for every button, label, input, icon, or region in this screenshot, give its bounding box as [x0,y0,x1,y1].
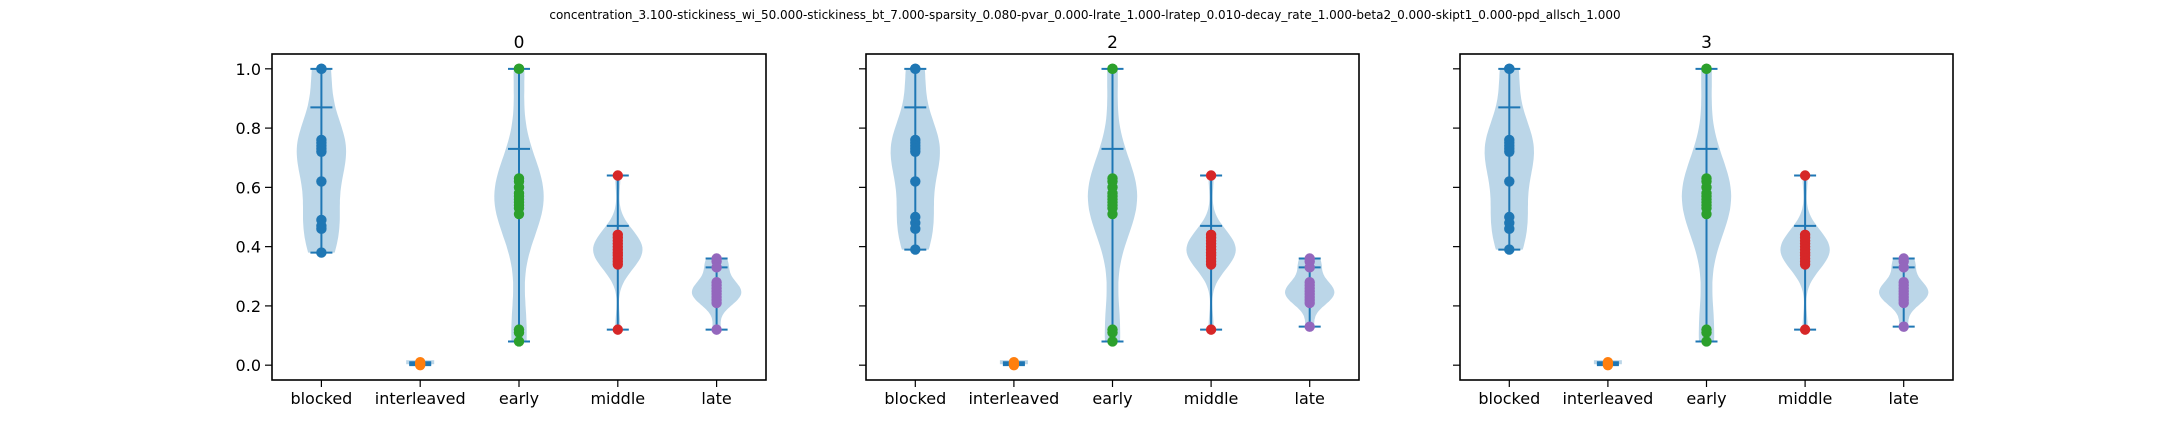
data-point-middle [1205,324,1217,335]
x-tick-label: late [1295,389,1325,408]
data-point-late [1304,262,1315,273]
x-tick-label: blocked [884,389,946,408]
chart-panel-3: 3 blocked interleaved early middle late [1453,33,1954,408]
panel-title: 2 [1107,33,1118,53]
x-tick-label: blocked [1478,389,1540,408]
x-tick-label: middle [590,389,645,408]
data-point-blocked [316,146,327,157]
data-point-late [1898,297,1909,309]
chart-panel-0: 0 0.0 0.2 0.4 0.6 0.8 1.0 blocked interleaved ear… [236,33,767,408]
data-point-interleaved [415,357,426,368]
data-point-late [1898,321,1909,332]
data-point-blocked [910,176,921,187]
data-point-early [513,327,525,338]
y-tick-label: 1.0 [236,60,261,79]
data-point-blocked [910,146,921,157]
y-tick-label: 0.8 [236,119,261,138]
chart-panel-2: 2 blocked interleaved early middle late [859,33,1360,408]
data-point-early [1701,208,1712,220]
x-tick-label: early [499,389,539,408]
x-tick-label: interleaved [375,389,466,408]
x-tick-label: interleaved [1562,389,1653,408]
data-point-early [1701,63,1712,75]
data-point-late [1304,321,1315,332]
data-point-early [1107,63,1118,75]
data-point-middle [612,170,623,181]
data-point-middle [1205,170,1217,181]
data-point-late [711,324,722,335]
data-point-blocked [316,63,327,75]
x-tick-label: early [1092,389,1132,408]
x-tick-label: middle [1184,389,1239,408]
data-point-blocked [316,223,327,235]
data-point-blocked [316,176,327,187]
data-point-early [513,63,525,75]
panel-title: 0 [514,33,525,53]
data-point-blocked [1504,244,1515,255]
data-point-middle [1799,324,1811,335]
x-tick-label: early [1686,389,1726,408]
data-point-late [711,297,722,309]
data-point-blocked [1504,146,1515,157]
data-point-late [1898,262,1909,273]
x-tick-label: blocked [290,389,352,408]
x-tick-label: late [701,389,731,408]
data-point-blocked [910,244,921,255]
data-point-early [1701,327,1712,338]
data-point-late [711,262,722,273]
data-point-early [1701,336,1712,347]
data-point-interleaved [1602,357,1614,368]
data-point-middle [612,259,623,270]
axes-frame [865,53,1360,381]
data-point-middle [1205,259,1217,270]
data-point-early [513,208,525,220]
x-tick-label: middle [1778,389,1833,408]
x-tick-label: interleaved [968,389,1059,408]
data-point-blocked [1504,223,1515,235]
panel-title: 3 [1701,33,1712,53]
y-tick-label: 0.4 [236,238,261,257]
y-tick-label: 0.6 [236,178,261,197]
data-point-blocked [1504,176,1515,187]
data-point-blocked [910,223,921,235]
data-point-middle [612,324,623,335]
data-point-blocked [316,247,327,258]
data-point-blocked [1504,63,1515,75]
axes-frame [271,53,767,381]
figure-suptitle: concentration_3.100-stickiness_wi_50.000… [549,8,1620,22]
y-tick-label: 0.0 [236,356,261,375]
data-point-late [1304,297,1315,309]
data-point-middle [1799,170,1811,181]
axes-frame [1459,53,1954,381]
data-point-early [1107,208,1118,220]
data-point-middle [1799,259,1811,270]
y-tick-label: 0.2 [236,297,261,316]
data-point-early [513,336,525,347]
data-point-early [1107,327,1118,338]
x-tick-label: late [1889,389,1919,408]
data-point-blocked [910,63,921,75]
data-point-early [1107,336,1118,347]
data-point-interleaved [1008,357,1020,368]
